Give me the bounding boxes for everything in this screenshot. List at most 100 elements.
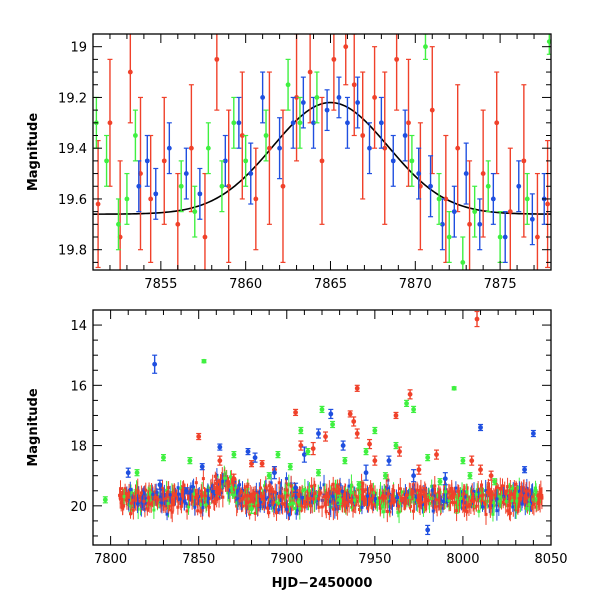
baseline-point [272,503,276,507]
baseline-point [214,491,218,495]
baseline-point [464,490,468,494]
baseline-point [354,503,358,507]
baseline-point [134,498,138,502]
baseline-point [417,504,421,508]
data-point-blue [301,452,307,458]
baseline-point [233,480,237,484]
baseline-point [168,493,172,497]
baseline-point [340,489,344,493]
data-point-blue [340,443,346,448]
baseline-point [151,492,155,496]
data-point-red [494,120,500,126]
baseline-point [178,497,182,501]
data-point-red [354,431,360,436]
baseline-point [408,504,412,508]
baseline-point [167,486,171,490]
data-point-red [95,201,101,207]
baseline-point [291,501,295,505]
baseline-point [256,503,260,507]
baseline-point [358,508,362,512]
data-point-blue [345,120,350,126]
baseline-point [310,484,314,488]
baseline-point [290,501,294,505]
baseline-point [300,495,304,499]
data-point-red [354,385,360,391]
baseline-point [495,486,499,490]
top-panel-zoomed-light-curve: 7855 7860 7865 7870 7875 19 19.2 19.4 19.6 19.8 Ma… [26,33,552,292]
baseline-point [320,505,324,509]
baseline-point [449,500,453,504]
data-point-red [319,158,325,164]
data-point-green [104,158,109,164]
baseline-point [206,500,210,504]
baseline-point [367,498,371,502]
baseline-point [273,504,277,508]
baseline-point [142,499,146,503]
baseline-point [294,495,298,499]
baseline-point [166,501,170,505]
y-tick-label: 19.4 [58,142,87,157]
baseline-point [527,503,531,507]
baseline-point [161,487,165,491]
baseline-point [264,486,268,490]
data-point-blue [502,234,508,240]
baseline-point [331,507,335,511]
baseline-point [369,497,373,501]
baseline-point [201,477,205,481]
baseline-point [366,503,370,507]
data-point-red [372,458,378,464]
baseline-point [149,499,153,503]
data-point-blue [463,171,469,176]
baseline-point [179,504,183,508]
baseline-point [539,496,543,500]
baseline-point [510,499,514,503]
data-point-green [187,458,193,464]
baseline-point [503,493,507,497]
baseline-point [147,501,151,505]
baseline-point [351,508,355,512]
baseline-point [479,491,483,495]
baseline-point [457,489,461,493]
baseline-point [298,492,302,496]
baseline-point [284,477,288,481]
baseline-point [388,500,392,504]
baseline-point [259,500,263,504]
data-point-green [243,158,249,164]
baseline-point [498,486,502,490]
baseline-point [380,493,384,497]
baseline-point [435,504,439,508]
baseline-point [400,499,404,503]
baseline-point [172,503,176,507]
data-point-red [416,467,422,473]
baseline-point [122,495,126,499]
baseline-point [266,496,270,500]
baseline-point [334,501,338,505]
baseline-point [246,501,250,505]
baseline-point [130,496,134,500]
data-point-red [406,120,411,126]
baseline-point [318,486,322,490]
baseline-point [397,504,401,508]
baseline-point [352,491,356,495]
baseline-point [259,486,263,490]
baseline-point [270,495,274,499]
data-point-green [263,133,269,138]
data-point-red [394,56,400,62]
baseline-point [277,481,281,485]
baseline-point [427,497,431,501]
baseline-point [466,497,470,501]
baseline-point [121,506,125,510]
baseline-point [384,496,388,500]
baseline-point [248,499,252,503]
y-tick-label: 19.2 [58,91,87,106]
baseline-point [437,498,441,502]
baseline-point [525,496,529,500]
x-tick-label: 7855 [144,277,177,292]
baseline-point [505,489,509,493]
baseline-point [308,496,312,500]
baseline-point [226,491,230,495]
baseline-point [462,492,466,496]
data-point-green [305,449,311,455]
baseline-point [179,487,183,491]
data-point-green [266,473,272,479]
